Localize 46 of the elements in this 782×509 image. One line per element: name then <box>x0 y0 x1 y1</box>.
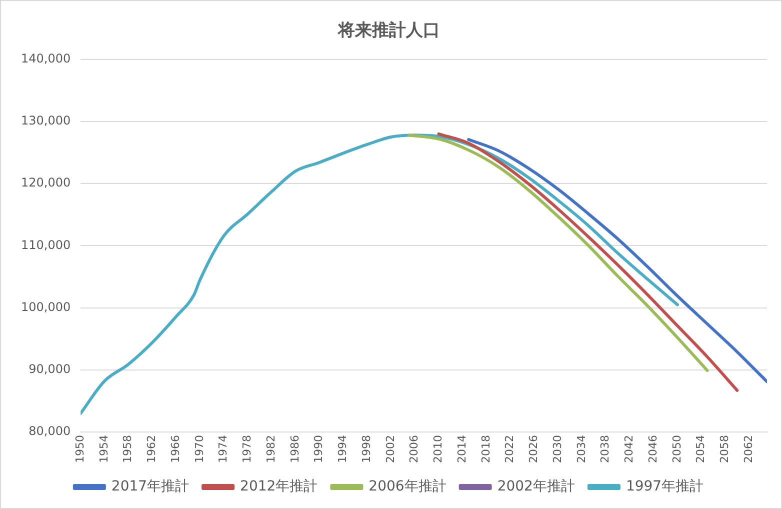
y-tick-label: 100,000 <box>21 300 71 314</box>
legend-label: 2006年推計 <box>368 478 446 495</box>
x-tick-label: 1962 <box>145 435 158 464</box>
x-tick-label: 1966 <box>168 435 182 464</box>
x-tick-label: 2034 <box>574 435 588 464</box>
x-tick-label: 2010 <box>432 435 445 464</box>
legend-label: 1997年推計 <box>626 478 704 495</box>
x-tick-label: 1974 <box>216 435 230 464</box>
x-tick-label: 2022 <box>503 435 516 464</box>
x-tick-label: 2062 <box>742 435 755 464</box>
line-series <box>467 138 767 384</box>
x-tick-label: 2046 <box>646 435 660 464</box>
line-series <box>437 132 739 392</box>
x-tick-label: 2038 <box>598 435 612 464</box>
line-series <box>80 134 679 415</box>
x-tick-label: 2042 <box>622 435 636 464</box>
x-tick-label: 1954 <box>97 435 110 464</box>
x-tick-label: 2050 <box>670 435 684 464</box>
y-tick-label: 80,000 <box>28 424 71 438</box>
y-tick-label: 130,000 <box>21 114 71 128</box>
legend-label: 2002年推計 <box>497 478 575 495</box>
y-tick-label: 110,000 <box>21 238 71 252</box>
x-tick-label: 1978 <box>240 435 254 464</box>
x-tick-label: 1958 <box>121 435 134 464</box>
x-tick-label: 1982 <box>264 435 278 464</box>
line-series <box>407 134 709 372</box>
x-tick-label: 2058 <box>718 435 732 464</box>
legend-label: 2017年推計 <box>111 478 190 495</box>
y-tick-label: 140,000 <box>21 52 71 66</box>
legend-label: 2012年推計 <box>240 478 318 495</box>
x-tick-label: 1994 <box>336 435 350 464</box>
x-tick-label: 2026 <box>527 435 540 464</box>
chart-title: 将来推計人口 <box>337 20 440 41</box>
x-tick-label: 2030 <box>550 435 564 464</box>
x-tick-label: 1990 <box>312 435 326 464</box>
x-tick-label: 1970 <box>192 435 206 464</box>
y-tick-label: 120,000 <box>21 176 71 190</box>
x-tick-label: 1998 <box>360 435 373 464</box>
x-tick-label: 2014 <box>455 435 468 464</box>
x-tick-label: 2018 <box>479 435 492 464</box>
x-tick-label: 2002 <box>384 435 397 464</box>
x-tick-label: 1950 <box>73 435 86 464</box>
x-tick-label: 1986 <box>288 435 302 464</box>
y-tick-label: 90,000 <box>28 362 71 376</box>
x-tick-label: 2054 <box>694 435 708 464</box>
x-tick-label: 2006 <box>408 435 421 464</box>
